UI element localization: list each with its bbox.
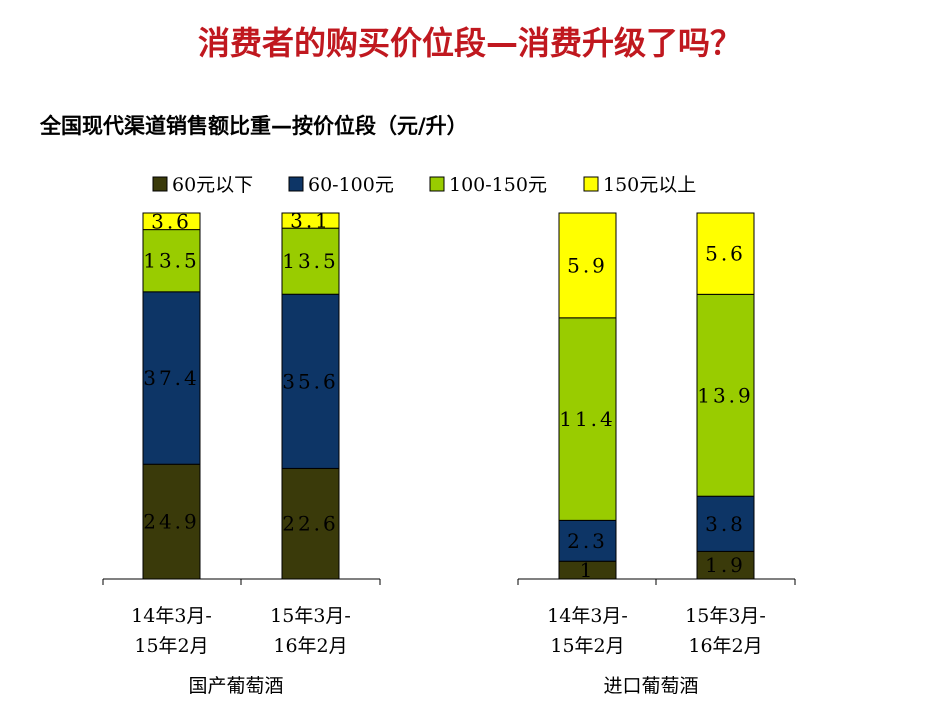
bar-segment xyxy=(558,317,617,521)
bar-segment xyxy=(142,229,201,293)
chart-subtitle: 全国现代渠道销售额比重—按价位段（元/升） xyxy=(40,114,468,138)
data-label: 3.1 xyxy=(290,209,331,233)
group-label: 进口葡萄酒 xyxy=(603,675,698,697)
bar-segment xyxy=(558,519,617,562)
data-label: 3.8 xyxy=(705,512,746,536)
bar-segment xyxy=(281,227,340,295)
bar-segment xyxy=(142,463,201,580)
data-label: 13.9 xyxy=(697,383,754,407)
page-title: 消费者的购买价位段—消费升级了吗？ xyxy=(197,24,742,62)
data-label: 1 xyxy=(580,558,596,582)
legend-label: 100-150元 xyxy=(449,174,547,196)
x-tick-label: 15年2月 xyxy=(134,635,208,657)
bar-segment xyxy=(696,293,755,497)
bar-segment xyxy=(142,291,201,465)
legend-label: 60-100元 xyxy=(308,174,394,196)
bar-segment xyxy=(281,293,340,469)
legend-swatch xyxy=(152,176,168,192)
x-tick-label: 15年2月 xyxy=(550,635,624,657)
data-label: 3.6 xyxy=(151,209,192,233)
data-label: 5.9 xyxy=(567,253,608,277)
data-label: 13.5 xyxy=(143,249,200,273)
bar-segment xyxy=(281,467,340,580)
group-label: 国产葡萄酒 xyxy=(188,675,283,697)
data-label: 13.5 xyxy=(282,249,339,273)
x-tick-label: 16年2月 xyxy=(273,635,347,657)
data-label: 5.6 xyxy=(705,242,746,266)
data-label: 22.6 xyxy=(282,512,339,536)
data-label: 2.3 xyxy=(567,529,608,553)
x-tick-label: 14年3月- xyxy=(131,605,212,627)
bar-segment xyxy=(696,495,755,552)
x-tick-label: 14年3月- xyxy=(547,605,628,627)
legend-label: 60元以下 xyxy=(172,174,253,196)
x-tick-label: 15年3月- xyxy=(685,605,766,627)
x-tick-label: 16年2月 xyxy=(688,635,762,657)
data-label: 24.9 xyxy=(143,510,200,534)
bar-segment xyxy=(696,212,755,295)
data-label: 37.4 xyxy=(143,366,200,390)
bar-segment xyxy=(558,212,617,319)
legend-swatch xyxy=(583,176,599,192)
x-tick-label: 15年3月- xyxy=(270,605,351,627)
data-label: 1.9 xyxy=(705,553,746,577)
data-label: 35.6 xyxy=(282,369,339,393)
legend-swatch xyxy=(429,176,445,192)
legend-label: 150元以上 xyxy=(603,174,696,196)
data-label: 11.4 xyxy=(559,407,616,431)
legend-swatch xyxy=(288,176,304,192)
bar-segment xyxy=(281,212,340,229)
bar-segment xyxy=(696,550,755,580)
bar-segment xyxy=(142,212,201,231)
